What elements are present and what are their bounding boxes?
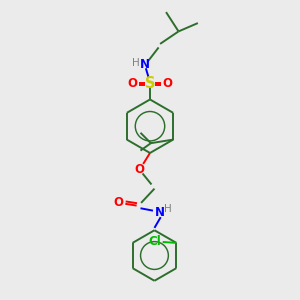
Text: O: O: [162, 76, 172, 90]
Text: O: O: [128, 76, 138, 90]
Text: O: O: [114, 196, 124, 209]
Text: Cl: Cl: [148, 235, 161, 248]
Text: N: N: [140, 58, 150, 71]
Text: N: N: [154, 206, 164, 219]
Text: H: H: [164, 204, 172, 214]
Text: S: S: [145, 76, 155, 91]
Text: O: O: [135, 163, 145, 176]
Text: H: H: [133, 58, 140, 68]
